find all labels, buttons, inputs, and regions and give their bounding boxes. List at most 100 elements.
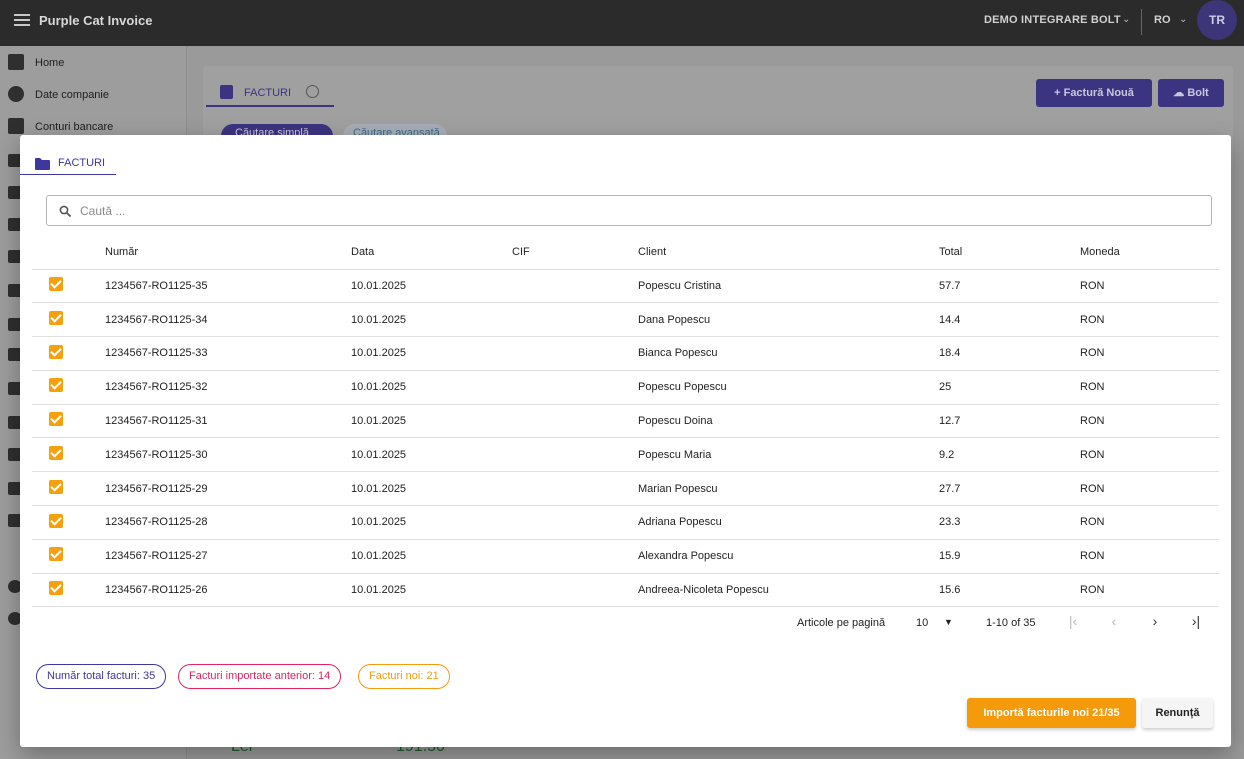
invoice-number: 1234567-RO1125-31 <box>105 404 351 439</box>
dropdown-arrow-icon[interactable]: ▼ <box>944 617 953 627</box>
row-checkbox[interactable] <box>49 378 63 393</box>
invoice-number: 1234567-RO1125-35 <box>105 269 351 304</box>
invoice-total: 57.7 <box>939 269 1080 304</box>
invoice-cif <box>512 302 638 338</box>
import-invoices-dialog: FACTURI Număr Data CIF Client Total Mone… <box>20 135 1231 747</box>
table-row[interactable]: 1234567-RO1125-34 10.01.2025 Dana Popesc… <box>32 302 1219 338</box>
page-size-select[interactable]: 10 <box>916 617 929 629</box>
hash-icon[interactable] <box>8 382 22 395</box>
row-checkbox[interactable] <box>49 513 63 528</box>
integration-icon[interactable] <box>8 482 22 495</box>
invoice-cif <box>512 404 638 439</box>
column-header-number[interactable]: Număr <box>105 236 351 270</box>
sidebar-item-home[interactable]: Home <box>0 48 187 76</box>
invoice-cif <box>512 505 638 540</box>
bolt-button[interactable]: ☁ Bolt <box>1158 79 1224 107</box>
row-checkbox[interactable] <box>49 412 63 427</box>
people-icon[interactable] <box>8 318 22 331</box>
table-row[interactable]: 1234567-RO1125-26 10.01.2025 Andreea-Nic… <box>32 573 1219 608</box>
dashboard-icon <box>8 54 24 70</box>
lightbulb-icon[interactable] <box>8 612 22 625</box>
receipt-icon[interactable] <box>8 218 22 231</box>
invoice-client: Bianca Popescu <box>638 336 939 371</box>
row-checkbox[interactable] <box>49 581 63 596</box>
invoice-total: 15.6 <box>939 573 1080 608</box>
invoice-date: 10.01.2025 <box>351 336 512 371</box>
invoice-date: 10.01.2025 <box>351 437 512 473</box>
app-title: Purple Cat Invoice <box>39 13 153 28</box>
discount-icon[interactable] <box>8 416 22 429</box>
table-row[interactable]: 1234567-RO1125-28 10.01.2025 Adriana Pop… <box>32 505 1219 540</box>
new-invoice-button[interactable]: + Factură Nouă <box>1036 79 1152 107</box>
row-checkbox[interactable] <box>49 479 63 494</box>
sidebar-item-company[interactable]: Date companie <box>0 80 187 108</box>
language-selector[interactable]: RO <box>1154 14 1171 26</box>
invoice-total: 23.3 <box>939 505 1080 540</box>
import-new-invoices-button[interactable]: Importă facturile noi 21/35 <box>967 698 1136 728</box>
invoice-client: Popescu Doina <box>638 404 939 439</box>
invoice-icon[interactable] <box>8 154 22 167</box>
invoice-currency: RON <box>1080 370 1219 405</box>
chevron-down-icon[interactable]: ⌄ <box>1179 14 1188 25</box>
search-input[interactable] <box>80 202 1180 220</box>
table-row[interactable]: 1234567-RO1125-27 10.01.2025 Alexandra P… <box>32 539 1219 574</box>
sidebar-item-bank-accounts[interactable]: Conturi bancare <box>0 112 187 140</box>
next-page-icon[interactable]: › <box>1152 613 1158 629</box>
help-icon[interactable] <box>306 85 319 98</box>
company-selector[interactable]: DEMO INTEGRARE BOLT <box>984 14 1121 26</box>
table-row[interactable]: 1234567-RO1125-32 10.01.2025 Popescu Pop… <box>32 370 1219 405</box>
invoice-client: Popescu Maria <box>638 437 939 473</box>
new-invoices-badge: Facturi noi: 21 <box>358 664 450 689</box>
api-icon[interactable] <box>8 514 22 527</box>
column-header-date[interactable]: Data <box>351 236 512 270</box>
cancel-button[interactable]: Renunță <box>1142 698 1213 728</box>
row-checkbox[interactable] <box>49 310 63 325</box>
row-checkbox[interactable] <box>49 445 63 460</box>
bank-icon <box>8 118 24 134</box>
advanced-search-chip[interactable]: Căutare avansată <box>343 124 447 138</box>
basket-icon[interactable] <box>8 448 22 461</box>
id-card-icon[interactable] <box>8 250 22 263</box>
table-row[interactable]: 1234567-RO1125-33 10.01.2025 Bianca Pope… <box>32 336 1219 371</box>
top-app-bar: Purple Cat Invoice DEMO INTEGRARE BOLT ⌄… <box>0 0 1244 46</box>
column-header-total[interactable]: Total <box>939 236 1080 270</box>
table-row[interactable]: 1234567-RO1125-31 10.01.2025 Popescu Doi… <box>32 404 1219 439</box>
table-row[interactable]: 1234567-RO1125-35 10.01.2025 Popescu Cri… <box>32 269 1219 304</box>
people-icon[interactable] <box>8 284 22 297</box>
tab-label: FACTURI <box>58 157 106 169</box>
last-page-icon[interactable]: ›| <box>1191 613 1201 629</box>
total-invoices-badge: Număr total facturi: 35 <box>36 664 167 689</box>
row-checkbox[interactable] <box>49 276 63 291</box>
invoice-currency: RON <box>1080 269 1219 304</box>
info-icon[interactable] <box>8 580 22 593</box>
menu-icon[interactable] <box>14 14 30 28</box>
invoice-number: 1234567-RO1125-28 <box>105 505 351 540</box>
simple-search-chip[interactable]: Căutare simplă <box>221 124 333 138</box>
invoice-number: 1234567-RO1125-27 <box>105 539 351 574</box>
invoice-date: 10.01.2025 <box>351 370 512 405</box>
tab-invoices[interactable]: FACTURI <box>206 80 334 107</box>
invoice-number: 1234567-RO1125-33 <box>105 336 351 371</box>
page-range: 1-10 of 35 <box>986 617 1036 629</box>
invoice-client: Popescu Cristina <box>638 269 939 304</box>
row-checkbox[interactable] <box>49 547 63 562</box>
previous-page-icon[interactable]: ‹ <box>1111 613 1117 629</box>
tab-invoices[interactable]: FACTURI <box>20 153 116 175</box>
column-header-cif[interactable]: CIF <box>512 236 638 270</box>
invoice-date: 10.01.2025 <box>351 269 512 304</box>
chevron-down-icon[interactable]: ⌄ <box>1122 14 1131 25</box>
invoice-total: 14.4 <box>939 302 1080 338</box>
invoice-icon[interactable] <box>8 186 22 199</box>
first-page-icon[interactable]: |‹ <box>1068 613 1078 629</box>
search-field[interactable] <box>46 195 1212 226</box>
table-row[interactable]: 1234567-RO1125-30 10.01.2025 Popescu Mar… <box>32 437 1219 473</box>
invoice-total: 25 <box>939 370 1080 405</box>
divider <box>1141 9 1142 35</box>
invoice-total: 15.9 <box>939 539 1080 574</box>
table-row[interactable]: 1234567-RO1125-29 10.01.2025 Marian Pope… <box>32 471 1219 507</box>
credit-card-icon[interactable] <box>8 348 22 361</box>
avatar[interactable]: TR <box>1197 0 1237 40</box>
column-header-currency[interactable]: Moneda <box>1080 236 1219 270</box>
row-checkbox[interactable] <box>49 344 63 359</box>
column-header-client[interactable]: Client <box>638 236 939 270</box>
